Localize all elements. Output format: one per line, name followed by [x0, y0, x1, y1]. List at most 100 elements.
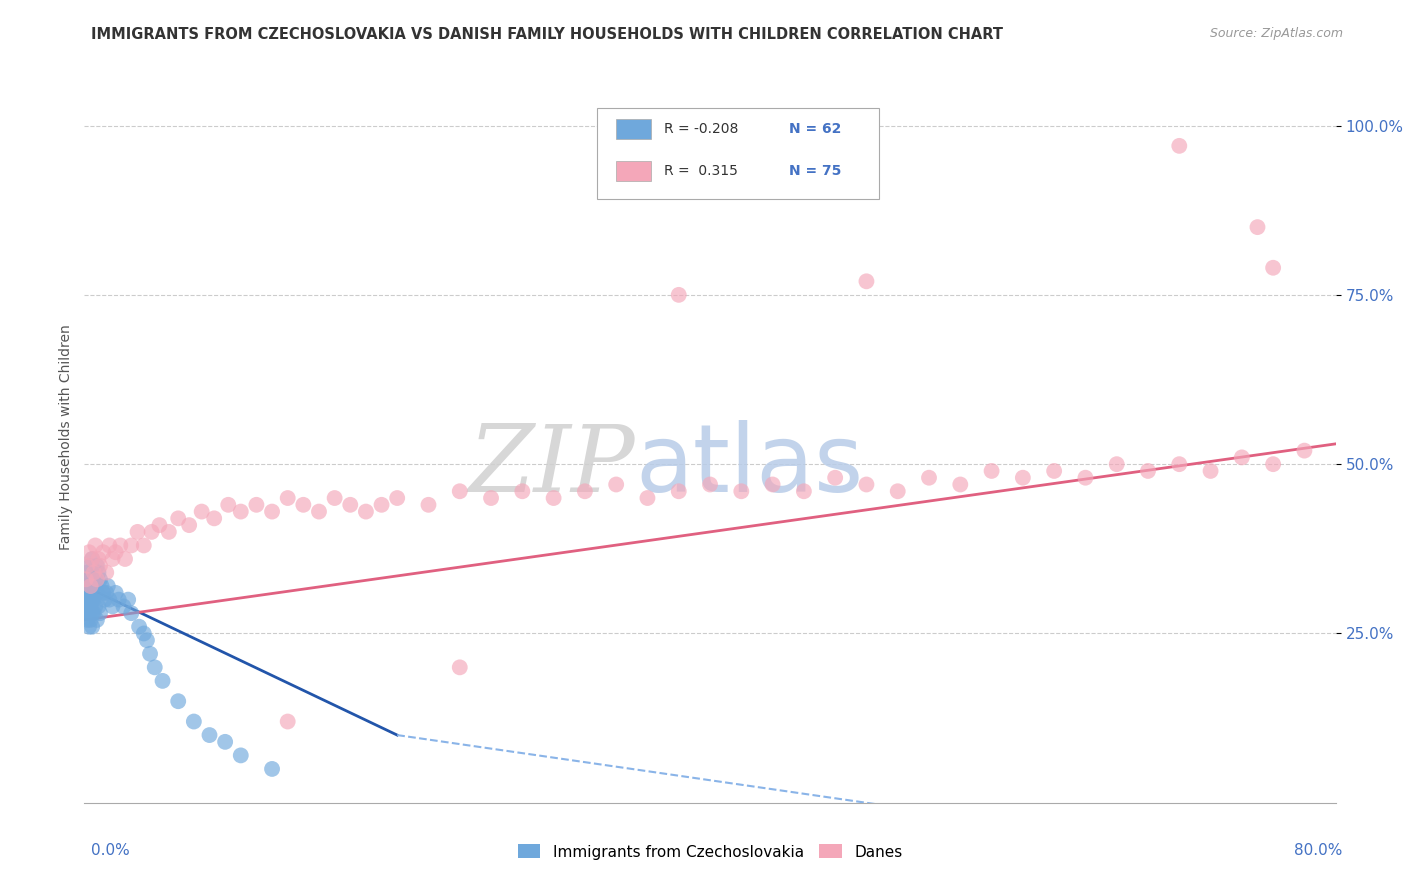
Point	[262, 505, 284, 519]
Point	[127, 524, 149, 539]
Point	[77, 620, 100, 634]
Point	[245, 498, 267, 512]
Point	[887, 484, 910, 499]
Point	[512, 484, 534, 499]
Point	[90, 579, 112, 593]
Point	[82, 579, 104, 593]
Point	[89, 558, 111, 573]
Point	[75, 572, 97, 586]
Text: Source: ZipAtlas.com: Source: ZipAtlas.com	[1209, 27, 1343, 40]
Point	[96, 586, 118, 600]
Point	[157, 524, 180, 539]
Point	[183, 714, 205, 729]
Point	[1230, 450, 1253, 465]
Point	[167, 511, 190, 525]
Point	[190, 505, 212, 519]
Point	[167, 694, 190, 708]
Point	[120, 538, 142, 552]
Point	[76, 566, 98, 580]
Text: atlas: atlas	[636, 420, 863, 512]
Point	[86, 613, 108, 627]
Point	[143, 660, 166, 674]
Point	[110, 538, 132, 552]
Text: N = 62: N = 62	[789, 122, 841, 136]
Point	[479, 491, 502, 505]
Point	[120, 606, 142, 620]
Text: 80.0%: 80.0%	[1295, 843, 1343, 858]
Point	[79, 599, 101, 614]
Point	[217, 498, 239, 512]
Point	[339, 498, 361, 512]
Point	[76, 586, 98, 600]
Point	[214, 735, 236, 749]
Point	[91, 545, 114, 559]
Point	[84, 599, 107, 614]
Point	[229, 748, 252, 763]
Point	[84, 572, 107, 586]
Point	[668, 288, 690, 302]
Point	[98, 592, 121, 607]
Point	[82, 552, 104, 566]
Point	[76, 558, 98, 573]
Point	[83, 606, 105, 620]
Point	[89, 606, 111, 620]
Point	[202, 511, 225, 525]
Point	[96, 566, 118, 580]
Point	[83, 566, 105, 580]
Point	[141, 524, 163, 539]
Point	[107, 592, 129, 607]
Point	[1168, 457, 1191, 471]
Point	[86, 586, 108, 600]
Point	[101, 599, 124, 614]
Point	[152, 673, 174, 688]
Point	[418, 498, 440, 512]
Point	[918, 471, 941, 485]
Point	[79, 613, 101, 627]
Y-axis label: Family Households with Children: Family Households with Children	[59, 324, 73, 550]
Point	[762, 477, 785, 491]
Point	[82, 606, 104, 620]
Text: IMMIGRANTS FROM CZECHOSLOVAKIA VS DANISH FAMILY HOUSEHOLDS WITH CHILDREN CORRELA: IMMIGRANTS FROM CZECHOSLOVAKIA VS DANISH…	[91, 27, 1004, 42]
Point	[292, 498, 315, 512]
Point	[87, 566, 110, 580]
Point	[855, 477, 877, 491]
Point	[1168, 139, 1191, 153]
Point	[637, 491, 659, 505]
Point	[76, 606, 98, 620]
Point	[77, 545, 100, 559]
Point	[1105, 457, 1128, 471]
Text: ZIP: ZIP	[468, 421, 636, 511]
Point	[112, 599, 135, 614]
Point	[93, 592, 115, 607]
Point	[75, 586, 97, 600]
Point	[277, 491, 299, 505]
Point	[128, 620, 150, 634]
Point	[114, 552, 136, 566]
Point	[104, 586, 127, 600]
Point	[1294, 443, 1316, 458]
Point	[370, 498, 392, 512]
Point	[824, 471, 846, 485]
Point	[449, 484, 471, 499]
Point	[82, 552, 104, 566]
Point	[87, 552, 110, 566]
Point	[76, 613, 98, 627]
Point	[101, 552, 124, 566]
Point	[323, 491, 346, 505]
Point	[117, 592, 139, 607]
Point	[277, 714, 299, 729]
Point	[77, 586, 100, 600]
Point	[75, 579, 97, 593]
Point	[354, 505, 377, 519]
Point	[83, 592, 105, 607]
Text: R = -0.208: R = -0.208	[664, 122, 738, 136]
Point	[229, 505, 252, 519]
Point	[132, 538, 155, 552]
Point	[89, 572, 111, 586]
FancyBboxPatch shape	[598, 108, 879, 200]
Point	[139, 647, 162, 661]
Point	[82, 592, 104, 607]
Point	[83, 579, 105, 593]
FancyBboxPatch shape	[616, 161, 651, 181]
Point	[87, 599, 110, 614]
